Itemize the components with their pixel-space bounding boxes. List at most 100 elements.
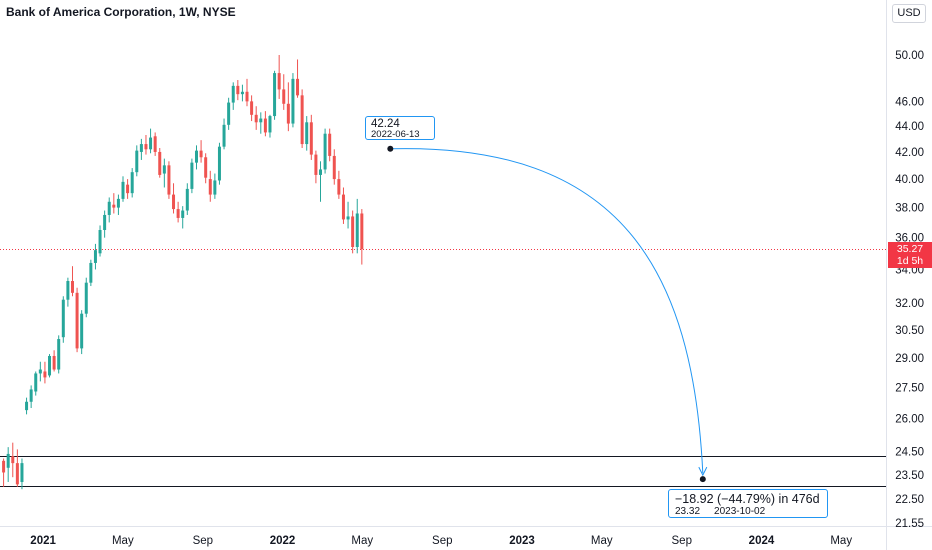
candle [337,170,341,199]
candle-body [217,146,221,181]
candle-body [190,162,194,189]
price-tick-label: 50.00 [895,50,924,62]
candle-body [263,118,267,133]
candle-body [194,150,198,163]
measure-start-point [387,145,394,152]
candle-body [208,179,212,195]
price-tick-label: 22.50 [895,494,924,506]
time-tick-label: May [112,535,134,547]
candle-body [135,150,139,173]
candle-body [341,194,345,220]
candle-body [29,389,33,402]
candle [296,59,300,98]
candle-body [130,172,134,194]
price-tick-label: 26.00 [895,414,924,426]
candle-body [360,213,364,250]
candle [250,95,254,122]
candle-body [199,150,203,158]
time-axis: 2021 May Sep 2022 May Sep 2023 May Sep 2024 May [30,535,852,547]
measure-start-callout: 42.24 2022-06-13 [365,116,435,140]
candle [208,170,212,202]
candle-body [103,214,107,230]
candle-body [52,355,56,370]
candle-body [351,216,355,248]
time-tick-label: 2021 [30,535,56,547]
candle-body [296,78,300,96]
candle-body [346,216,350,220]
candle [135,145,139,177]
horizontal-levels [0,249,886,487]
candle [268,114,272,138]
candle-body [323,133,327,170]
candle [70,266,74,297]
last-price-label: 35.27 1d 5h [888,242,932,268]
price-tick-label: 36.00 [895,233,924,245]
candle-body [227,102,231,125]
candle [204,153,208,184]
time-tick-label: May [351,535,373,547]
candle-body [98,229,102,254]
candle-body [25,401,29,411]
candle [314,150,318,184]
candle-body [20,463,24,482]
candle-body [277,73,281,90]
candle [43,361,47,384]
candle [126,179,130,199]
candle-body [236,85,240,95]
candle [80,310,84,355]
time-tick-label: Sep [672,535,692,547]
candle [236,80,240,101]
candle-body [149,137,153,150]
candle-body [328,133,332,156]
candle [103,210,107,238]
candle-body [116,198,120,208]
candle-body [139,144,143,152]
candle [130,168,134,198]
candle [263,111,267,137]
candle [286,82,290,132]
candle [181,206,185,229]
candle-body [89,262,93,283]
candle [291,73,295,128]
candle-body [318,169,322,175]
candle-body [314,154,318,175]
candle-body [176,209,180,218]
candle [89,259,93,287]
price-tick-label: 46.00 [895,96,924,108]
candle [300,89,304,148]
candle-body [291,78,295,124]
currency-button[interactable]: USD [892,4,926,23]
candle [112,193,116,214]
last-price-value: 35.27 [896,243,924,255]
price-tick-label: 24.50 [895,447,924,459]
candle-body [259,118,263,123]
time-tick-label: May [830,535,852,547]
candle-body [84,282,88,314]
candle-body [181,210,185,218]
candle-body [222,124,226,147]
candle-body [172,194,176,210]
candle-body [66,281,70,300]
candle [217,142,221,185]
candle-body [273,73,277,117]
candle [190,158,194,194]
candle [240,84,244,102]
candle [277,55,281,99]
price-tick-label: 40.00 [895,174,924,186]
candle-body [254,114,258,123]
measure-start-date: 2022-06-13 [371,129,420,140]
candle [318,161,322,202]
candle-body [213,180,217,195]
candlestick-series [2,55,364,490]
candle-body [204,157,208,178]
candle [259,112,263,134]
price-axis: 50.0046.0044.0042.0040.0038.0036.0034.00… [895,50,924,530]
candle [341,187,345,224]
candle [139,138,143,160]
candle-body [332,155,336,180]
candle-body [185,188,189,211]
candle-body [286,103,290,124]
candle-body [268,116,272,133]
